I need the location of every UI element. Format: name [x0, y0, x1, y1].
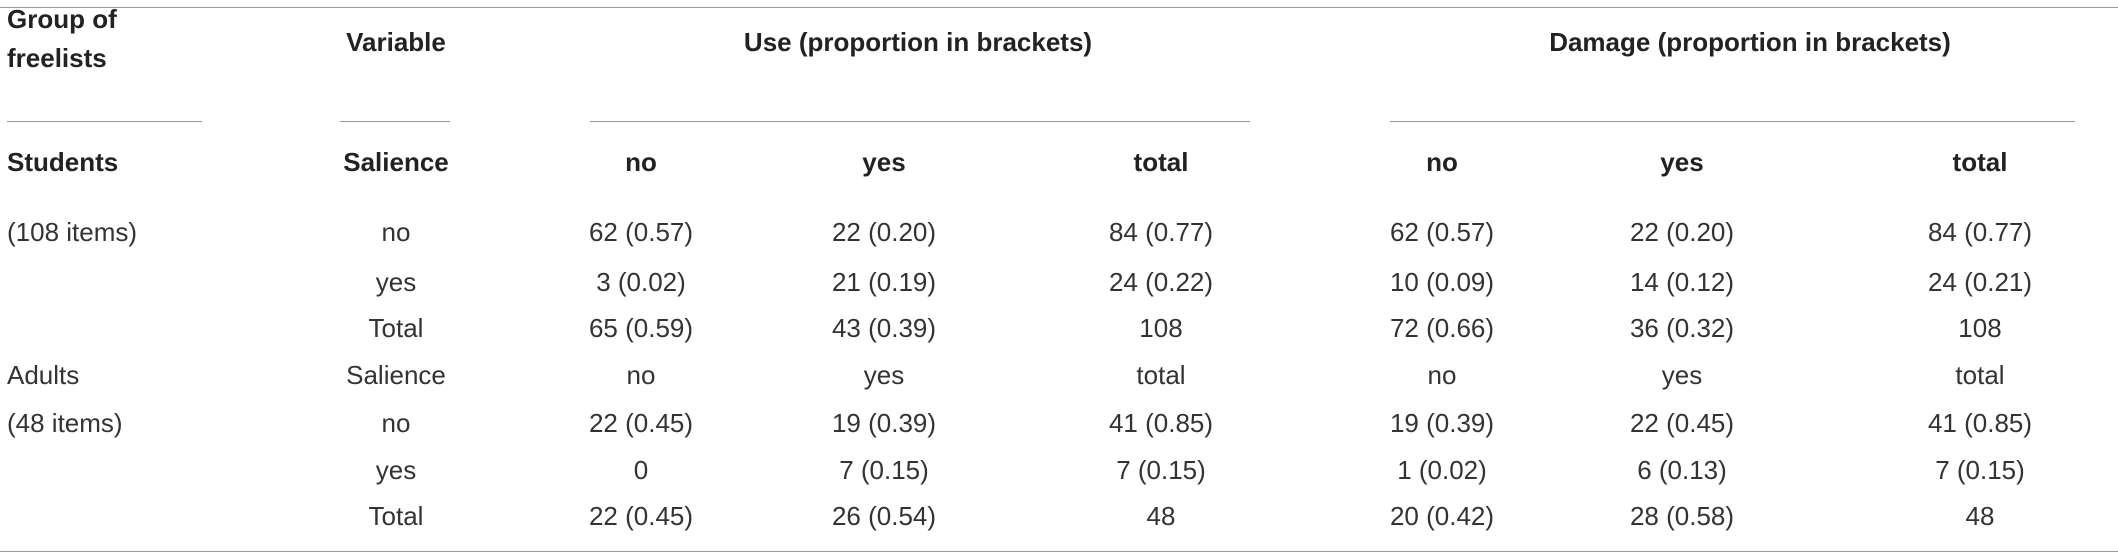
- table-cell: 24 (0.22): [1108, 267, 1214, 297]
- subheader-cell: Salience: [343, 147, 449, 177]
- header-rule: [7, 121, 202, 122]
- subheader-cell: no: [625, 147, 657, 177]
- table-cell: 65 (0.59): [588, 313, 694, 343]
- table-cell: no: [1427, 360, 1457, 390]
- table-cell: 7 (0.15): [1935, 455, 2025, 485]
- table-cell: 22 (0.20): [1629, 217, 1735, 247]
- table-cell: 48: [1146, 501, 1176, 531]
- table-cell: 10 (0.09): [1389, 267, 1495, 297]
- table-cell: 48: [1965, 501, 1995, 531]
- table-cell: yes: [863, 360, 905, 390]
- table-cell: 22 (0.45): [588, 501, 694, 531]
- table-cell: 36 (0.32): [1629, 313, 1735, 343]
- header-rule: [1390, 121, 2075, 122]
- table-cell: 20 (0.42): [1389, 501, 1495, 531]
- table-cell: Adults: [7, 360, 80, 390]
- column-header: Use (proportion in brackets): [743, 27, 1093, 57]
- table-cell: Total: [368, 313, 424, 343]
- table-cell: Total: [368, 501, 424, 531]
- table-cell: yes: [1661, 360, 1703, 390]
- subheader-cell: total: [1952, 147, 2008, 177]
- table-cell: 62 (0.57): [1389, 217, 1495, 247]
- table-cell: yes: [375, 455, 417, 485]
- table-cell: 28 (0.58): [1629, 501, 1735, 531]
- subheader-cell: no: [1426, 147, 1458, 177]
- bottom-rule: [0, 551, 2118, 552]
- table-cell: no: [381, 408, 411, 438]
- table-cell: 19 (0.39): [831, 408, 937, 438]
- table-cell: 14 (0.12): [1629, 267, 1735, 297]
- table-cell: no: [626, 360, 656, 390]
- table-cell: (48 items): [7, 408, 123, 438]
- table-cell: 72 (0.66): [1389, 313, 1495, 343]
- column-header: Damage (proportion in brackets): [1549, 27, 1951, 57]
- subheader-cell: yes: [862, 147, 906, 177]
- column-header: Variable: [346, 27, 446, 57]
- table-cell: 108: [1958, 313, 2002, 343]
- table-cell: 41 (0.85): [1108, 408, 1214, 438]
- header-rule: [340, 121, 450, 122]
- table-cell: 41 (0.85): [1927, 408, 2033, 438]
- table-cell: total: [1136, 360, 1186, 390]
- table-cell: 6 (0.13): [1637, 455, 1727, 485]
- table-cell: 7 (0.15): [1116, 455, 1206, 485]
- table-cell: 24 (0.21): [1927, 267, 2033, 297]
- table-cell: (108 items): [7, 217, 138, 247]
- table-cell: 21 (0.19): [831, 267, 937, 297]
- table-cell: 22 (0.45): [1629, 408, 1735, 438]
- table-cell: 108: [1139, 313, 1183, 343]
- table-cell: Salience: [346, 360, 446, 390]
- top-rule: [0, 7, 2118, 8]
- subheader-cell: total: [1133, 147, 1189, 177]
- table-cell: 3 (0.02): [596, 267, 686, 297]
- subheader-cell: yes: [1660, 147, 1704, 177]
- table-cell: yes: [375, 267, 417, 297]
- table-cell: 26 (0.54): [831, 501, 937, 531]
- table-cell: 7 (0.15): [839, 455, 929, 485]
- table-cell: 84 (0.77): [1108, 217, 1214, 247]
- table-cell: 62 (0.57): [588, 217, 694, 247]
- table-cell: 19 (0.39): [1389, 408, 1495, 438]
- header-rule: [590, 121, 1250, 122]
- table-cell: total: [1955, 360, 2005, 390]
- column-header: Group of freelists: [7, 4, 117, 73]
- subheader-cell: Students: [7, 147, 119, 177]
- table-cell: no: [381, 217, 411, 247]
- table-cell: 22 (0.45): [588, 408, 694, 438]
- table-cell: 1 (0.02): [1397, 455, 1487, 485]
- table-cell: 43 (0.39): [831, 313, 937, 343]
- table-cell: 22 (0.20): [831, 217, 937, 247]
- table-cell: 84 (0.77): [1927, 217, 2033, 247]
- table-cell: 0: [633, 455, 649, 485]
